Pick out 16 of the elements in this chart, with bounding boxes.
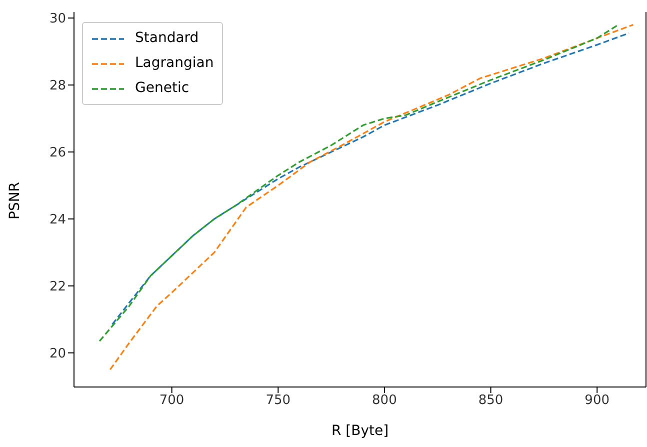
y-tick-label: 28 xyxy=(49,78,66,94)
legend-label: Genetic xyxy=(135,79,190,98)
legend-label: Standard xyxy=(135,29,199,48)
x-tick-label: 850 xyxy=(478,393,504,408)
x-tick-label: 700 xyxy=(159,393,184,408)
y-tick-label: 26 xyxy=(49,146,66,161)
y-tick-label: 24 xyxy=(49,212,66,228)
y-tick-label: 22 xyxy=(49,280,66,294)
y-tick-label: 30 xyxy=(49,12,66,27)
y-axis-title: PSNR xyxy=(6,182,23,220)
y-tick-label: 20 xyxy=(49,346,66,362)
x-tick-label: 750 xyxy=(266,393,291,408)
x-tick-label: 900 xyxy=(584,393,610,408)
x-tick-label: 800 xyxy=(372,393,397,408)
legend-label: Lagrangian xyxy=(135,54,214,73)
x-axis-title: R [Byte] xyxy=(331,423,389,439)
